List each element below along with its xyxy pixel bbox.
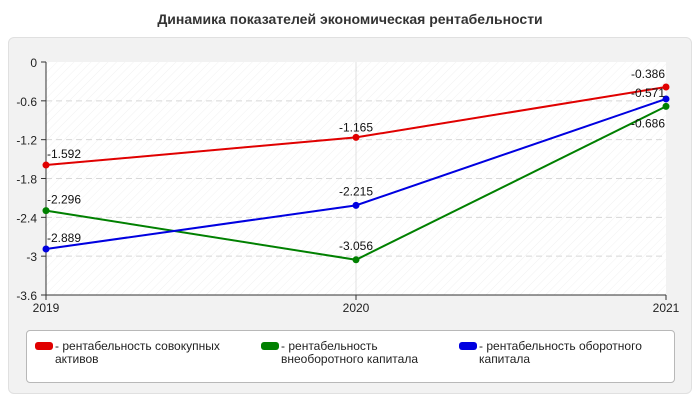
legend-label: рентабельность внеоборотного капитала [281,339,418,366]
data-label: -1.165 [339,120,373,134]
data-label: -3.056 [339,239,373,253]
data-point [662,95,670,103]
x-tick-label: 2019 [33,301,60,315]
data-point [352,256,360,264]
legend-label: рентабельность совокупных активов [55,339,220,366]
x-tick-label: 2021 [653,301,680,315]
data-point [42,245,50,253]
y-tick-label: 0 [30,56,37,70]
data-label: -0.686 [631,116,665,130]
y-tick-label: -2.4 [16,211,37,225]
y-tick-label: -3 [26,250,37,264]
data-point [42,161,50,169]
data-point [42,207,50,215]
data-point [352,201,360,209]
data-label: -1.592 [47,147,81,161]
legend-swatch-red [35,342,53,350]
legend-label: рентабельность оборотного капитала [479,339,642,366]
legend-swatch-green [261,342,279,350]
y-tick-label: -1.8 [16,173,37,187]
data-label: -2.296 [47,193,81,207]
chart-legend: - рентабельность совокупных активов - ре… [26,330,675,383]
data-label: -2.889 [47,231,81,245]
data-point [662,102,670,110]
legend-swatch-blue [459,342,477,350]
chart-title: Динамика показателей экономическая рента… [157,11,543,27]
y-tick-label: -3.6 [16,289,37,303]
data-point [662,83,670,91]
data-label: -0.571 [631,86,665,100]
data-label: -0.386 [631,67,665,81]
y-tick-label: -1.2 [16,134,37,148]
y-tick-label: -0.6 [16,95,37,109]
x-tick-label: 2020 [343,301,370,315]
data-label: -2.215 [339,184,373,198]
data-point [352,133,360,141]
